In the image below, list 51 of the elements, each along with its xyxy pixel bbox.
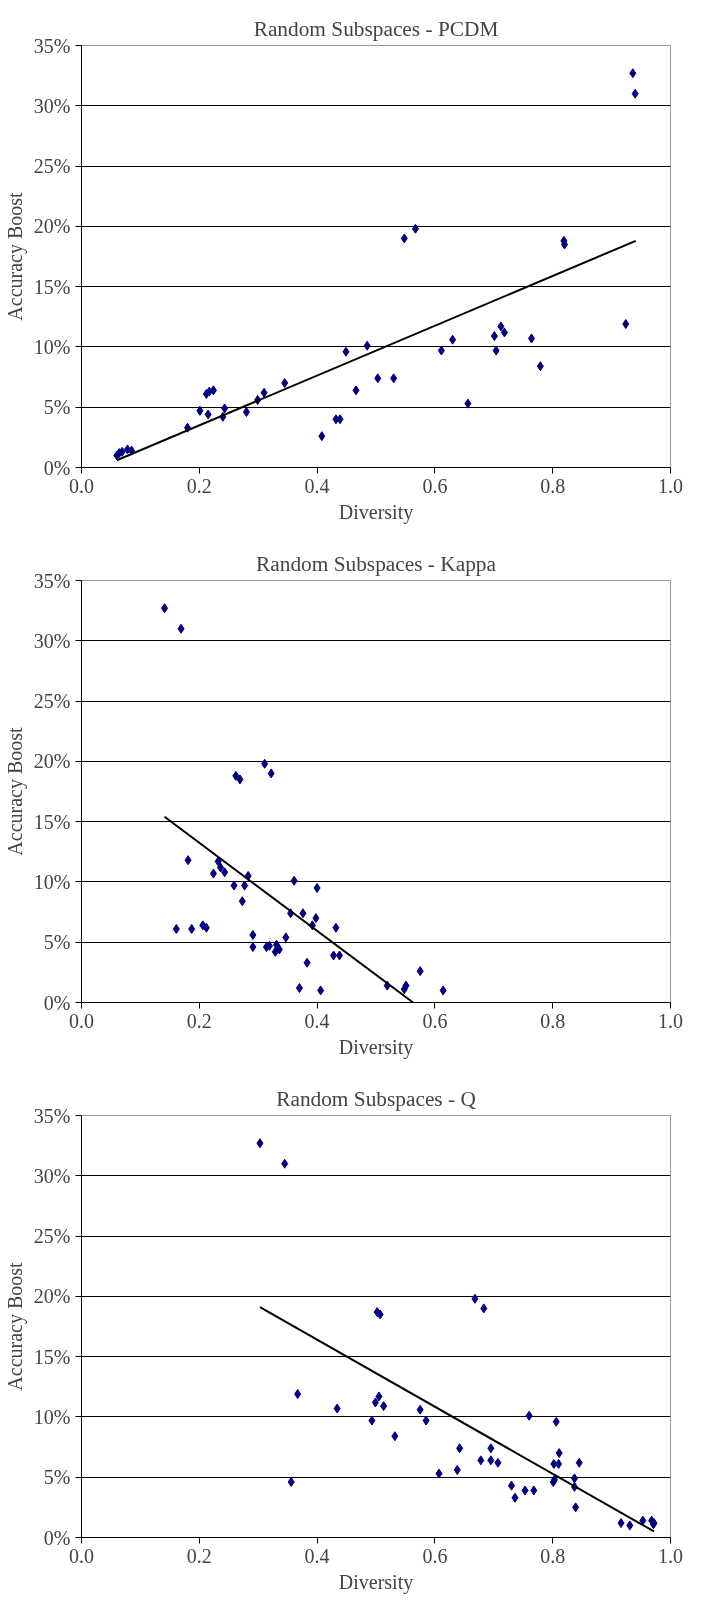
y-tick-label: 0% — [43, 1526, 71, 1549]
y-tick-label: 5% — [43, 396, 71, 419]
x-tick-label: 0.8 — [540, 474, 566, 497]
chart-title: Random Subspaces - Kappa — [256, 551, 497, 576]
chart-title: Random Subspaces - PCDM — [253, 16, 499, 41]
y-tick-label: 10% — [33, 1405, 71, 1428]
y-tick-label: 15% — [33, 810, 71, 833]
y-tick-label: 10% — [33, 870, 71, 893]
y-axis-title: Accuracy Boost — [3, 1261, 27, 1391]
x-tick-label: 1.0 — [658, 474, 683, 497]
y-tick-label: 0% — [43, 456, 71, 479]
y-tick-label: 15% — [33, 1345, 71, 1368]
x-axis-title: Diversity — [338, 1035, 414, 1059]
x-axis-title: Diversity — [338, 1570, 414, 1594]
x-tick-label: 0.6 — [422, 474, 448, 497]
x-tick-label: 0.0 — [69, 1544, 94, 1567]
y-tick-label: 35% — [33, 1104, 71, 1127]
x-tick-label: 1.0 — [658, 1009, 683, 1032]
x-axis-title: Diversity — [338, 500, 414, 524]
y-tick-label: 5% — [43, 931, 71, 954]
y-tick-label: 35% — [33, 569, 71, 592]
x-tick-label: 0.8 — [540, 1009, 566, 1032]
y-tick-label: 30% — [33, 94, 71, 117]
y-tick-label: 25% — [33, 1225, 71, 1248]
x-tick-label: 1.0 — [658, 1544, 683, 1567]
x-tick-label: 0.2 — [186, 1009, 212, 1032]
y-tick-label: 5% — [43, 1466, 71, 1489]
y-tick-label: 30% — [33, 1164, 71, 1187]
x-tick-label: 0.8 — [540, 1544, 566, 1567]
y-tick-label: 20% — [33, 750, 71, 773]
x-tick-label: 0.0 — [69, 1009, 94, 1032]
y-tick-label: 0% — [43, 991, 71, 1014]
x-tick-label: 0.0 — [69, 474, 94, 497]
y-axis-title: Accuracy Boost — [3, 726, 27, 856]
x-tick-label: 0.4 — [304, 474, 330, 497]
y-tick-label: 15% — [33, 275, 71, 298]
y-tick-label: 10% — [33, 335, 71, 358]
y-tick-label: 20% — [33, 215, 71, 238]
chart-title: Random Subspaces - Q — [276, 1086, 477, 1111]
x-tick-label: 0.2 — [186, 1544, 212, 1567]
y-tick-label: 30% — [33, 629, 71, 652]
x-tick-label: 0.6 — [422, 1544, 448, 1567]
x-tick-label: 0.2 — [186, 474, 212, 497]
y-tick-label: 35% — [33, 34, 71, 57]
y-tick-label: 25% — [33, 690, 71, 713]
x-tick-label: 0.6 — [422, 1009, 448, 1032]
x-tick-label: 0.4 — [304, 1544, 330, 1567]
x-tick-label: 0.4 — [304, 1009, 330, 1032]
y-tick-label: 20% — [33, 1285, 71, 1308]
y-tick-label: 25% — [33, 155, 71, 178]
y-axis-title: Accuracy Boost — [3, 191, 27, 321]
